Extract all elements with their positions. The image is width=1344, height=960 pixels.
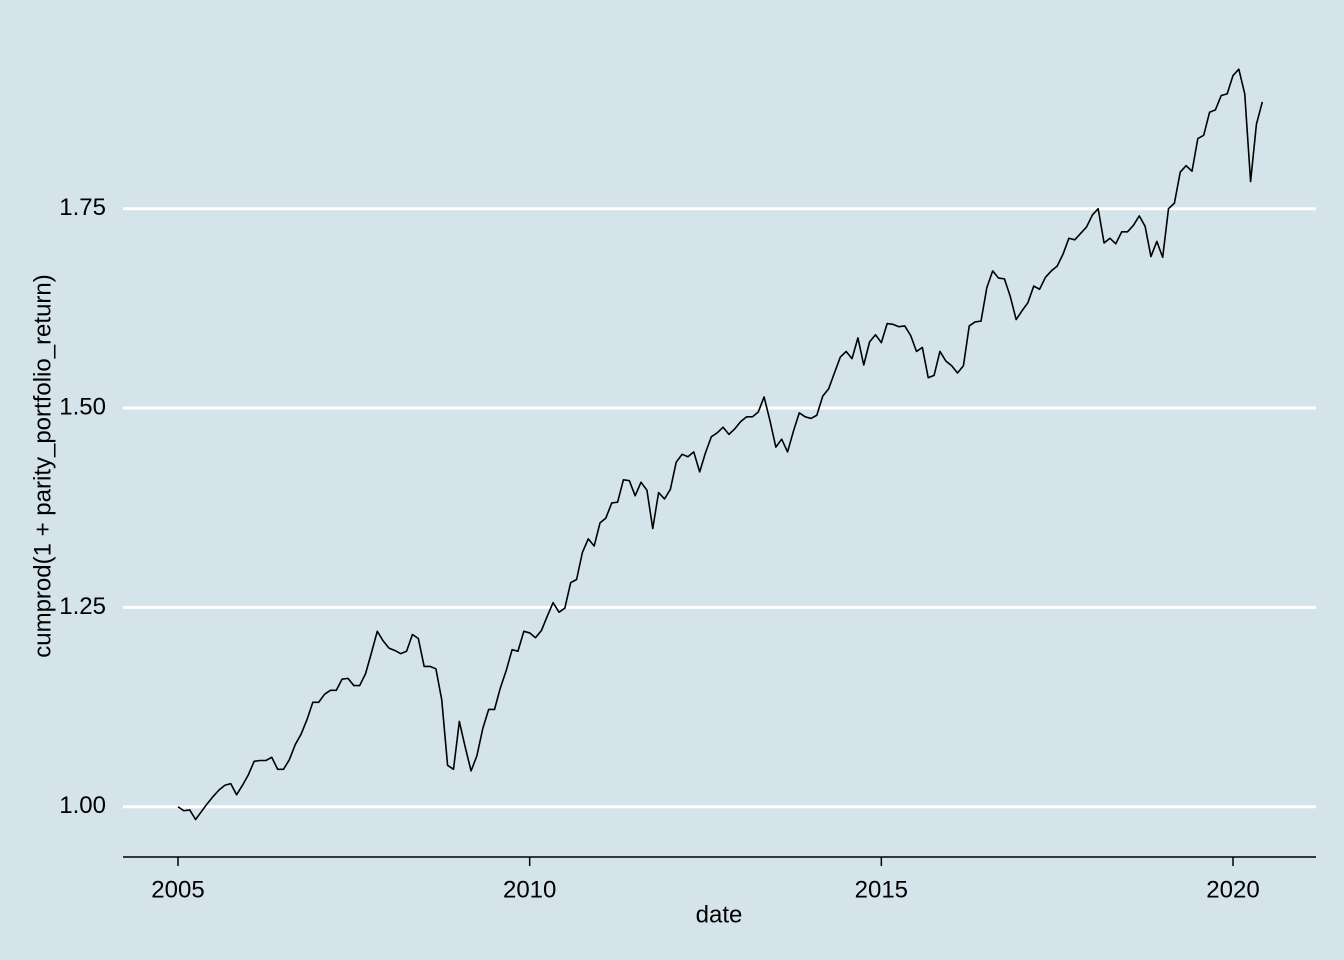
x-tick-label: 2010 [503,876,556,903]
x-axis-title: date [696,901,743,928]
data-line [177,68,1264,821]
y-tick-label: 1.75 [59,194,106,221]
y-tick-label: 1.25 [59,593,106,620]
x-tick-label: 2015 [855,876,908,903]
y-tick-label: 1.50 [59,393,106,420]
y-axis-title: cumprod(1 + parity_portfolio_return) [29,274,56,658]
y-tick-label: 1.00 [59,792,106,819]
x-tick-label: 2020 [1206,876,1259,903]
x-tick-label: 2005 [151,876,204,903]
